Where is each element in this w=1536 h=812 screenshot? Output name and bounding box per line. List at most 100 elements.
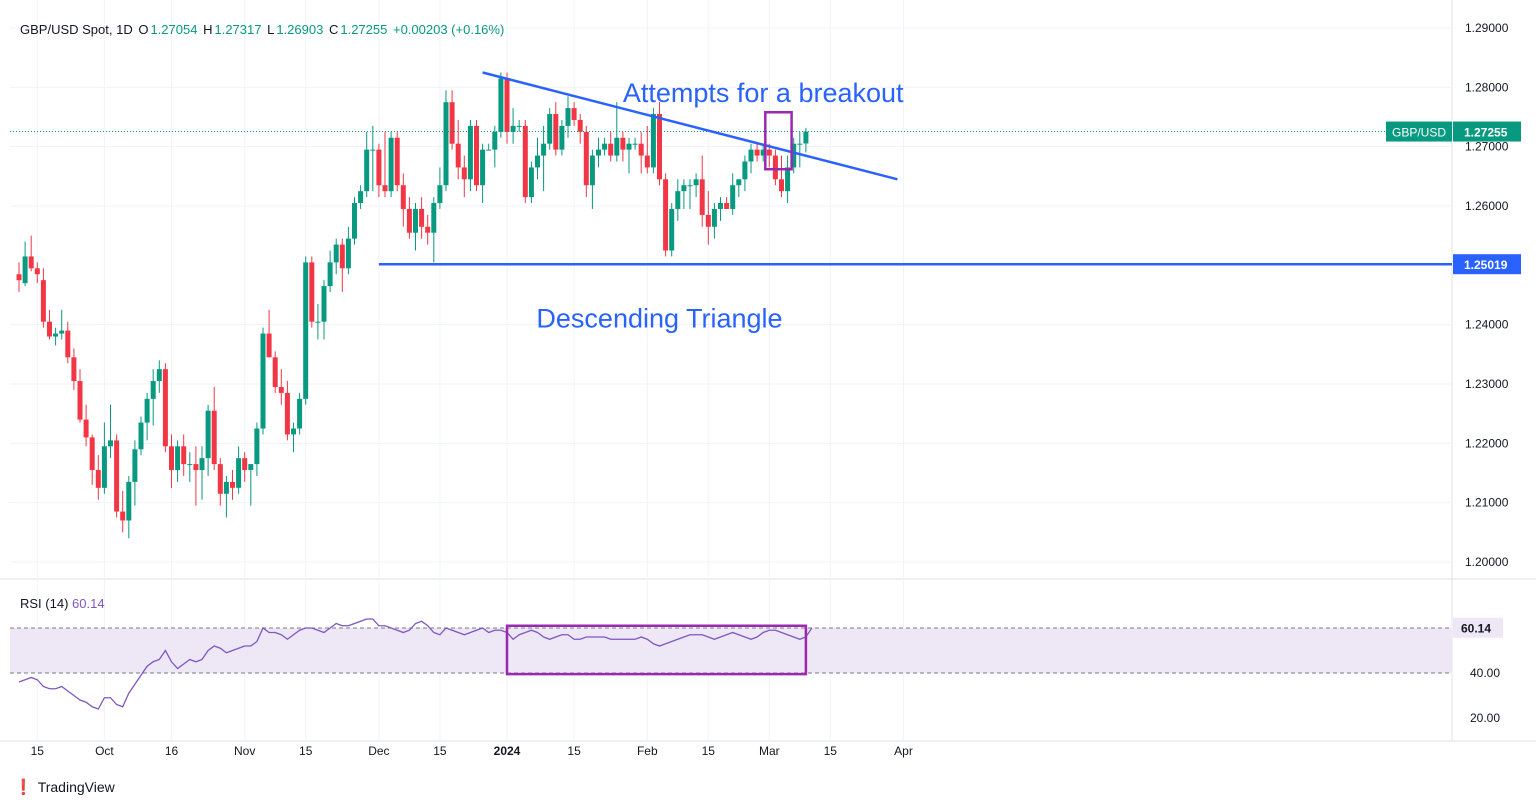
candle-body — [559, 125, 565, 150]
candle-body — [175, 446, 181, 471]
candle-body — [492, 131, 498, 150]
candle-body — [205, 410, 211, 459]
candle-body — [339, 244, 345, 269]
candle-body — [644, 155, 650, 168]
candle-body — [394, 137, 400, 186]
candle-body — [791, 143, 797, 168]
descending-trendline — [482, 71, 898, 181]
candle-body — [766, 149, 772, 156]
candle-body — [748, 149, 754, 162]
time-tick-label: Feb — [637, 744, 658, 758]
candle-body — [608, 143, 614, 156]
candle-body — [535, 155, 540, 168]
candle-body — [156, 369, 162, 382]
candle-body — [71, 357, 77, 382]
candle-body — [388, 137, 394, 192]
candle-body — [718, 203, 723, 209]
time-tick-label: 16 — [165, 744, 179, 758]
rsi-value-label: 60.14 — [1461, 622, 1491, 636]
candle-body — [449, 102, 455, 144]
rsi-name: RSI (14) — [20, 596, 69, 611]
price-tick-label: 1.26000 — [1465, 199, 1509, 213]
candle-body — [370, 149, 376, 151]
tradingview-logo[interactable]: ❗ TradingView — [14, 778, 115, 796]
current-price-tag — [1453, 121, 1521, 142]
candle-body — [236, 458, 242, 488]
rsi-highlight-box — [505, 624, 808, 676]
candle-body — [663, 179, 669, 251]
candle-body — [565, 108, 571, 126]
breakout-annotation: Attempts for a breakout — [623, 78, 904, 108]
time-tick-label: Nov — [234, 744, 255, 758]
candle-body — [211, 410, 217, 465]
candle-body — [675, 191, 681, 209]
candle-body — [16, 274, 22, 281]
candle-body — [193, 464, 199, 471]
rsi-band — [10, 628, 1452, 673]
candle-body — [28, 256, 34, 269]
candle-body — [254, 428, 260, 465]
candle-body — [126, 481, 132, 521]
candle-body — [785, 167, 791, 192]
candle-body — [278, 386, 284, 393]
candle-body — [650, 114, 656, 168]
candle-body — [47, 321, 52, 337]
time-tick-label: 15 — [299, 744, 313, 758]
rsi-value: 60.14 — [72, 596, 105, 611]
candle-body — [101, 446, 107, 488]
price-tick-label: 1.24000 — [1465, 318, 1509, 332]
candle-body — [303, 262, 309, 399]
time-tick-label: 15 — [702, 744, 716, 758]
price-tick-label: 1.20000 — [1465, 555, 1509, 569]
candle-body — [419, 208, 425, 227]
breakout-highlight-box — [764, 111, 793, 171]
candle-body — [431, 203, 437, 233]
tradingview-brand-name: TradingView — [37, 779, 115, 795]
candle-body — [272, 357, 278, 387]
candle-body — [223, 481, 229, 494]
candle-body — [132, 449, 138, 482]
time-tick-label: Apr — [894, 744, 913, 758]
candle-body — [498, 78, 504, 132]
candle-body — [89, 437, 95, 471]
candle-body — [382, 185, 388, 192]
candle-body — [522, 125, 528, 198]
candle-body — [77, 381, 83, 420]
legend-close-label: C — [328, 22, 339, 37]
candle-body — [528, 167, 534, 198]
candle-body — [626, 143, 632, 150]
candle-body — [724, 203, 730, 209]
legend-open: 1.27054 — [150, 22, 198, 37]
candle-body — [406, 208, 412, 233]
candle-body — [614, 137, 620, 156]
candle-body — [638, 143, 644, 156]
price-tick-label: 1.29000 — [1465, 21, 1509, 35]
legend-change: +0.00203 (+0.16%) — [392, 22, 505, 37]
candle-body — [321, 286, 327, 322]
rsi-tick-label: 40.00 — [1470, 666, 1500, 680]
candle-body — [65, 330, 71, 358]
candle-body — [455, 143, 461, 168]
symbol-tag-label: GBP/USD — [1392, 126, 1446, 140]
candle-body — [779, 179, 784, 192]
candle-body — [669, 208, 675, 251]
candle-body — [437, 185, 443, 204]
candle-body — [345, 238, 351, 269]
price-tick-label: 1.28000 — [1465, 80, 1509, 94]
candle-body — [681, 185, 687, 192]
candle-body — [620, 137, 626, 150]
time-tick-label: 15 — [824, 744, 838, 758]
candle-body — [333, 244, 339, 263]
candle-body — [352, 203, 357, 239]
price-tick-label: 1.22000 — [1465, 436, 1509, 450]
rsi-tick-label: 20.00 — [1470, 711, 1500, 725]
candle-body — [486, 149, 492, 151]
candle-body — [59, 330, 65, 334]
candle-body — [260, 333, 266, 429]
candle-body — [657, 114, 662, 180]
candle-body — [474, 125, 479, 186]
legend-close: 1.27255 — [340, 22, 388, 37]
candle-body — [547, 114, 553, 144]
candle-body — [22, 256, 28, 284]
